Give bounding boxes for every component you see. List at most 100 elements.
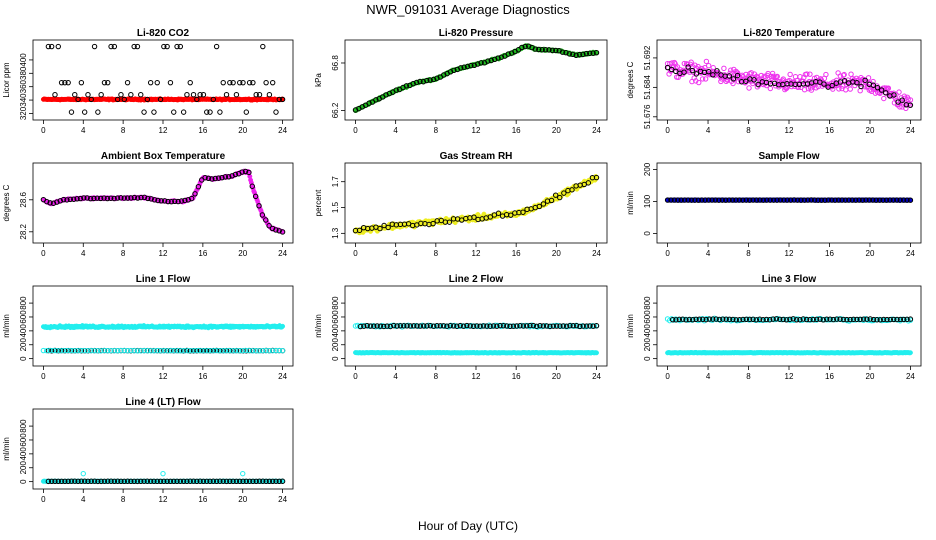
point-avg xyxy=(101,79,108,86)
point-avg xyxy=(263,79,269,86)
point-raw xyxy=(721,65,727,72)
point-avg xyxy=(522,43,528,50)
panel-7: Line 1 Flow ml/min 0 4 8 12 16 20 24 0 20040060080… xyxy=(2,274,294,381)
x-tick-label: 20 xyxy=(238,126,247,135)
point-avg xyxy=(464,63,471,70)
x-tick-label: 24 xyxy=(906,249,915,258)
point-avg xyxy=(573,52,579,58)
point-raw xyxy=(841,71,847,78)
point-avg xyxy=(85,92,91,98)
point-raw xyxy=(865,75,872,81)
point-avg xyxy=(681,69,687,75)
point-raw xyxy=(705,62,712,69)
x-tick-label: 4 xyxy=(706,126,711,135)
point-avg xyxy=(373,97,379,103)
x-tick-label: 20 xyxy=(866,372,875,381)
x-tick-label: 8 xyxy=(121,372,126,381)
x-tick-label: 24 xyxy=(278,495,287,504)
y-tick-label: 600 xyxy=(331,310,340,324)
panel-frame xyxy=(344,162,608,244)
point-avg xyxy=(246,79,253,86)
point-avg xyxy=(829,82,835,89)
point-avg xyxy=(519,44,525,51)
x-tick-label: 12 xyxy=(785,249,794,258)
x-tick-label: 12 xyxy=(785,372,794,381)
point-avg xyxy=(227,79,233,86)
panel-points xyxy=(664,197,914,203)
point-avg xyxy=(441,72,447,78)
point-avg xyxy=(81,109,88,115)
x-tick-label: 0 xyxy=(353,126,358,135)
point-avg xyxy=(253,92,259,98)
point-avg xyxy=(536,46,542,53)
point-avg xyxy=(498,54,505,60)
point-avg xyxy=(468,62,474,69)
panel-title: Gas Stream RH xyxy=(440,151,513,162)
y-tick-label: 51.676 xyxy=(643,104,652,129)
point-avg xyxy=(273,109,279,115)
point-avg xyxy=(451,67,457,74)
x-tick-label: 20 xyxy=(552,372,561,381)
y-tick-label: 0 xyxy=(19,479,28,484)
point-avg xyxy=(187,79,193,86)
point-raw xyxy=(907,350,913,356)
y-tick-label: 0 xyxy=(643,231,652,236)
y-tick-label: 200 xyxy=(331,338,340,352)
point-avg xyxy=(134,43,141,50)
point-avg xyxy=(580,51,586,58)
point-avg xyxy=(223,92,230,98)
point-avg xyxy=(891,92,897,98)
point-avg xyxy=(420,79,427,85)
y-tick-label: 51.684 xyxy=(643,75,652,100)
point-spikes xyxy=(240,470,246,477)
point-raw xyxy=(748,70,755,76)
x-tick-label: 4 xyxy=(393,249,398,258)
point-avg xyxy=(200,92,207,98)
x-tick-label: 0 xyxy=(41,372,46,381)
x-tick-label: 4 xyxy=(706,249,711,258)
point-avg xyxy=(714,68,720,74)
point-avg xyxy=(157,96,164,103)
panel-title: Line 4 (LT) Flow xyxy=(125,397,201,408)
y-tick-label: 400 xyxy=(19,53,28,67)
panel-y-label: ml/min xyxy=(626,314,635,338)
panel-y-label: ml/min xyxy=(2,437,11,461)
point-avg xyxy=(755,81,761,88)
point-avg xyxy=(144,96,151,103)
x-tick-label: 16 xyxy=(512,372,521,381)
point-avg xyxy=(870,82,877,88)
point-avg xyxy=(154,79,160,86)
y-tick-label: 600 xyxy=(19,433,28,447)
point-avg xyxy=(352,107,359,113)
x-tick-label: 12 xyxy=(159,372,168,381)
x-tick-label: 16 xyxy=(512,249,521,258)
point-avg xyxy=(730,76,737,82)
point-avg xyxy=(164,43,170,50)
point-raw xyxy=(681,60,688,67)
x-tick-label: 4 xyxy=(393,372,398,381)
point-avg xyxy=(48,43,55,50)
x-tick-label: 16 xyxy=(825,249,834,258)
point-avg xyxy=(220,79,226,86)
point-avg xyxy=(874,84,881,91)
point-avg xyxy=(151,109,157,115)
y-tick-label: 800 xyxy=(331,296,340,310)
panel-points xyxy=(40,470,286,485)
point-avg xyxy=(161,43,167,50)
point-avg xyxy=(393,87,399,93)
point-avg xyxy=(570,51,576,58)
point-raw xyxy=(734,70,741,76)
point-avg xyxy=(862,77,868,84)
point-raw xyxy=(702,76,709,82)
panel-points xyxy=(40,168,286,235)
point-avg xyxy=(171,109,177,115)
y-tick-label: 0 xyxy=(643,356,652,361)
point-raw xyxy=(907,97,914,103)
point-spikes xyxy=(80,470,86,477)
point-avg xyxy=(124,79,131,86)
figure-title: NWR_091031 Average Diagnostics xyxy=(366,2,570,17)
point-raw xyxy=(823,71,829,78)
point-avg xyxy=(821,81,827,87)
point-raw xyxy=(674,64,681,70)
point-raw xyxy=(696,79,702,86)
